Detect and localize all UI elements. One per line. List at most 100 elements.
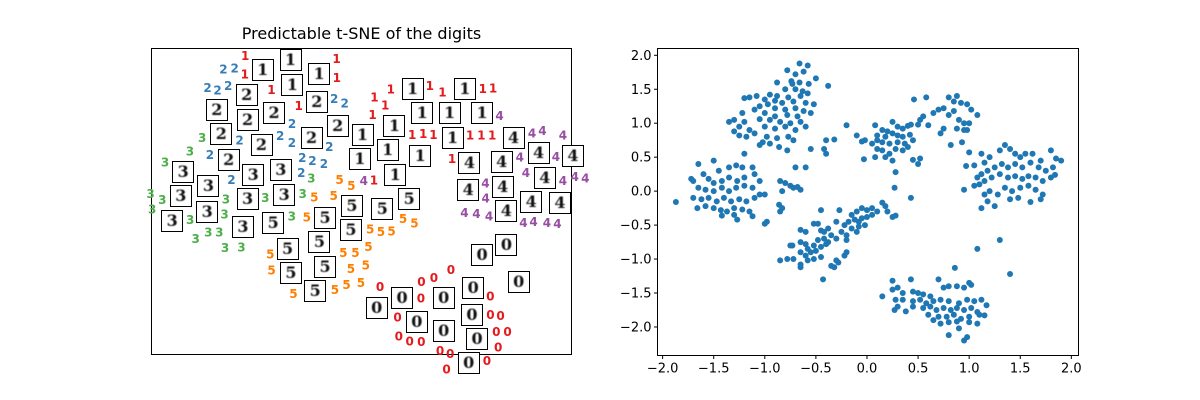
scatter-point (792, 86, 799, 93)
scatter-point (710, 179, 717, 186)
scatter-point (718, 212, 725, 219)
scatter-point (763, 133, 770, 140)
digit-label-3: 3 (146, 187, 154, 201)
scatter-point (718, 177, 725, 184)
digit-thumbnail-glyph: 0 (500, 235, 513, 255)
scatter-point (792, 105, 799, 112)
digit-thumbnail-5: 5 (371, 197, 394, 220)
digit-thumbnail-glyph: 0 (411, 311, 423, 331)
scatter-point (943, 313, 950, 320)
scatter-point (902, 308, 909, 315)
scatter-point (945, 283, 952, 290)
digit-thumbnail-glyph: 5 (267, 213, 279, 233)
scatter-point (899, 133, 906, 140)
digit-thumbnail-glyph: 3 (247, 165, 259, 185)
digit-label-2: 2 (340, 96, 348, 110)
scatter-point (884, 128, 891, 135)
scatter-point (886, 140, 893, 147)
digit-label-2: 2 (235, 133, 243, 147)
scatter-point (802, 241, 809, 248)
scatter-point (994, 191, 1001, 198)
scatter-point (810, 101, 817, 108)
digit-label-5: 5 (399, 212, 407, 226)
scatter-point (996, 237, 1003, 244)
scatter-point (959, 139, 966, 146)
scatter-point (861, 222, 868, 229)
scatter-point (1017, 184, 1024, 191)
scatter-point (710, 205, 717, 212)
scatter-point (731, 211, 738, 218)
scatter-point (790, 137, 797, 144)
scatter-point (777, 177, 784, 184)
digit-label-2: 2 (276, 129, 284, 143)
scatter-point (930, 317, 937, 324)
y-tick-label: −1.5 (620, 287, 652, 302)
digit-thumbnail-1: 1 (376, 139, 399, 162)
scatter-point (981, 312, 988, 319)
digit-thumbnail-2: 2 (217, 149, 240, 172)
scatter-point (828, 232, 835, 239)
scatter-point (906, 131, 913, 138)
scatter-point (797, 261, 804, 268)
digit-thumbnail-glyph: 5 (313, 232, 325, 252)
scatter-point (728, 198, 735, 205)
scatter-point (889, 157, 896, 164)
digit-thumbnail-glyph: 3 (201, 201, 213, 221)
digit-thumbnail-2: 2 (263, 102, 286, 125)
digit-label-5: 5 (357, 276, 365, 290)
scatter-point (915, 290, 922, 297)
scatter-point (955, 300, 962, 307)
scatter-point (802, 164, 809, 171)
scatter-point (743, 198, 750, 205)
digit-label-0: 0 (483, 354, 491, 368)
scatter-point (1007, 270, 1014, 277)
digit-thumbnail-0: 0 (365, 297, 388, 320)
digit-thumbnail-glyph: 1 (286, 75, 298, 95)
scatter-point (879, 127, 886, 134)
scatter-point (983, 302, 990, 309)
digit-label-1: 1 (489, 81, 497, 95)
scatter-point (800, 68, 807, 75)
scatter-point (978, 150, 985, 157)
scatter-point (1007, 146, 1014, 153)
digit-thumbnail-glyph: 2 (268, 103, 280, 123)
scatter-point (741, 174, 748, 181)
scatter-point (726, 118, 733, 125)
digit-label-4: 4 (495, 109, 503, 123)
scatter-point (1012, 173, 1019, 180)
scatter-point (923, 300, 930, 307)
digit-thumbnail-glyph: 1 (356, 124, 369, 144)
scatter-point (889, 118, 896, 125)
digit-label-5: 5 (310, 190, 318, 204)
digit-thumbnail-glyph: 1 (416, 103, 428, 123)
scatter-point (950, 107, 957, 114)
scatter-point (802, 228, 809, 235)
scatter-point (821, 146, 828, 153)
scatter-point (753, 93, 760, 100)
digit-thumbnail-glyph: 0 (463, 352, 475, 372)
scatter-point (779, 99, 786, 106)
scatter-point (937, 130, 944, 137)
digit-thumbnail-1: 1 (308, 62, 331, 85)
scatter-point (807, 110, 814, 117)
scatter-point (823, 137, 830, 144)
scatter-point (702, 203, 709, 210)
digit-thumbnail-5: 5 (340, 194, 363, 217)
scatter-point (814, 237, 821, 244)
scatter-point (772, 125, 779, 132)
scatter-point (1047, 147, 1054, 154)
digit-label-0: 0 (446, 347, 454, 361)
scatter-point (957, 99, 964, 106)
scatter-point (935, 313, 942, 320)
digit-thumbnail-5: 5 (262, 212, 285, 235)
scatter-point (833, 218, 840, 225)
scatter-point (988, 174, 995, 181)
scatter-point (933, 306, 940, 313)
scatter-point (710, 188, 717, 195)
scatter-point (710, 157, 717, 164)
digit-label-3: 3 (261, 191, 269, 205)
scatter-point (953, 125, 960, 132)
scatter-point (907, 194, 914, 201)
scatter-point (726, 164, 733, 171)
